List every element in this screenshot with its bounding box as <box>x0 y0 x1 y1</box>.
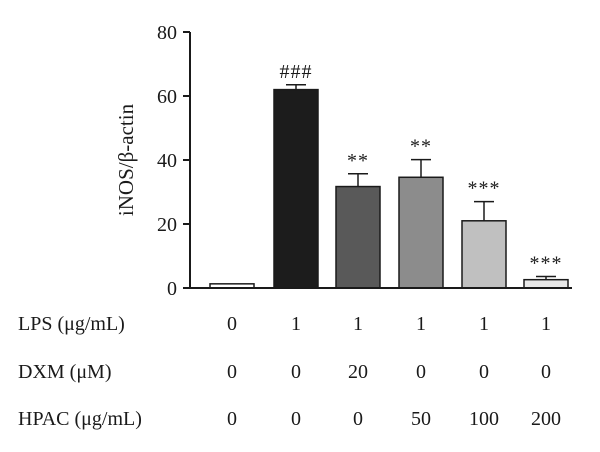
bar <box>523 278 569 289</box>
significance-label: *** <box>530 252 563 274</box>
condition-cell: 0 <box>227 408 237 430</box>
bar <box>398 176 444 289</box>
condition-cell: 0 <box>416 361 426 383</box>
y-tick-label: 80 <box>157 22 177 44</box>
condition-cell: 100 <box>469 408 499 430</box>
condition-row-label: HPAC (μg/mL) <box>18 408 142 430</box>
condition-cell: 1 <box>291 313 301 335</box>
bars: ###********** <box>190 61 572 289</box>
bar <box>335 185 381 289</box>
condition-cell: 1 <box>479 313 489 335</box>
bar <box>273 88 319 289</box>
significance-label: ** <box>347 150 369 172</box>
y-tick-label: 60 <box>157 86 177 108</box>
condition-cell: 0 <box>353 408 363 430</box>
condition-cell: 20 <box>348 361 368 383</box>
condition-cell: 0 <box>227 361 237 383</box>
condition-cell: 200 <box>531 408 561 430</box>
condition-cell: 0 <box>227 313 237 335</box>
condition-cell: 50 <box>411 408 431 430</box>
y-axis: 0 20 40 60 80 <box>157 22 191 300</box>
condition-cell: 0 <box>291 408 301 430</box>
condition-cell: 0 <box>291 361 301 383</box>
condition-cell: 1 <box>541 313 551 335</box>
y-tick-label: 40 <box>157 150 177 172</box>
condition-cell: 0 <box>479 361 489 383</box>
condition-row-label: LPS (μg/mL) <box>18 313 125 335</box>
condition-cell: 1 <box>353 313 363 335</box>
y-axis-label: iNOS/β-actin <box>114 103 138 216</box>
condition-row-label: DXM (μM) <box>18 361 112 383</box>
y-tick-label: 20 <box>157 214 177 236</box>
bar <box>461 220 507 289</box>
condition-cell: 0 <box>541 361 551 383</box>
y-tick-label: 0 <box>167 278 177 300</box>
condition-cell: 1 <box>416 313 426 335</box>
significance-label: *** <box>468 178 501 200</box>
significance-label: ** <box>410 136 432 158</box>
significance-label: ### <box>280 61 313 83</box>
